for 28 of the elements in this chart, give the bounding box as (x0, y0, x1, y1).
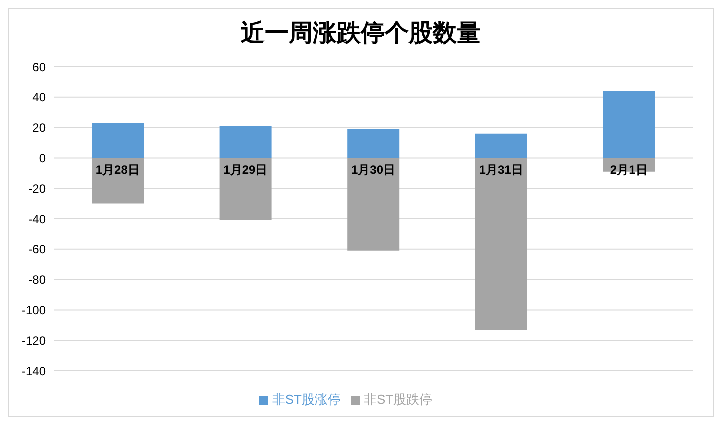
y-tick-label: 60 (32, 60, 46, 74)
y-tick-label: 20 (32, 121, 46, 136)
y-tick-label: 40 (32, 90, 46, 105)
y-tick-label: -100 (22, 303, 46, 318)
y-tick-label: -60 (28, 242, 46, 257)
bar (220, 126, 272, 158)
y-tick-label: -120 (22, 334, 46, 348)
bar (92, 123, 144, 158)
chart-title: 近一周涨跌停个股数量 (240, 19, 482, 49)
bar (603, 91, 656, 158)
y-tick-label: -20 (28, 182, 46, 196)
y-tick-label: -40 (28, 212, 46, 226)
bar (475, 158, 528, 330)
bar (348, 158, 400, 251)
bar (92, 158, 144, 204)
y-tick-label: 0 (39, 151, 46, 166)
bar (475, 134, 528, 158)
x-tick-label: 1月31日 (479, 163, 524, 178)
x-tick-label: 1月29日 (224, 163, 268, 178)
y-tick-label: -140 (22, 364, 46, 378)
y-tick-label: -80 (28, 273, 46, 288)
legend-label: 非ST股跌停 (364, 392, 433, 407)
x-tick-label: 1月30日 (351, 163, 396, 178)
bar (220, 158, 272, 221)
legend-label: 非ST股涨停 (272, 392, 341, 407)
x-tick-label: 2月1日 (610, 163, 648, 178)
x-tick-label: 1月28日 (96, 163, 140, 178)
bar (348, 129, 400, 158)
